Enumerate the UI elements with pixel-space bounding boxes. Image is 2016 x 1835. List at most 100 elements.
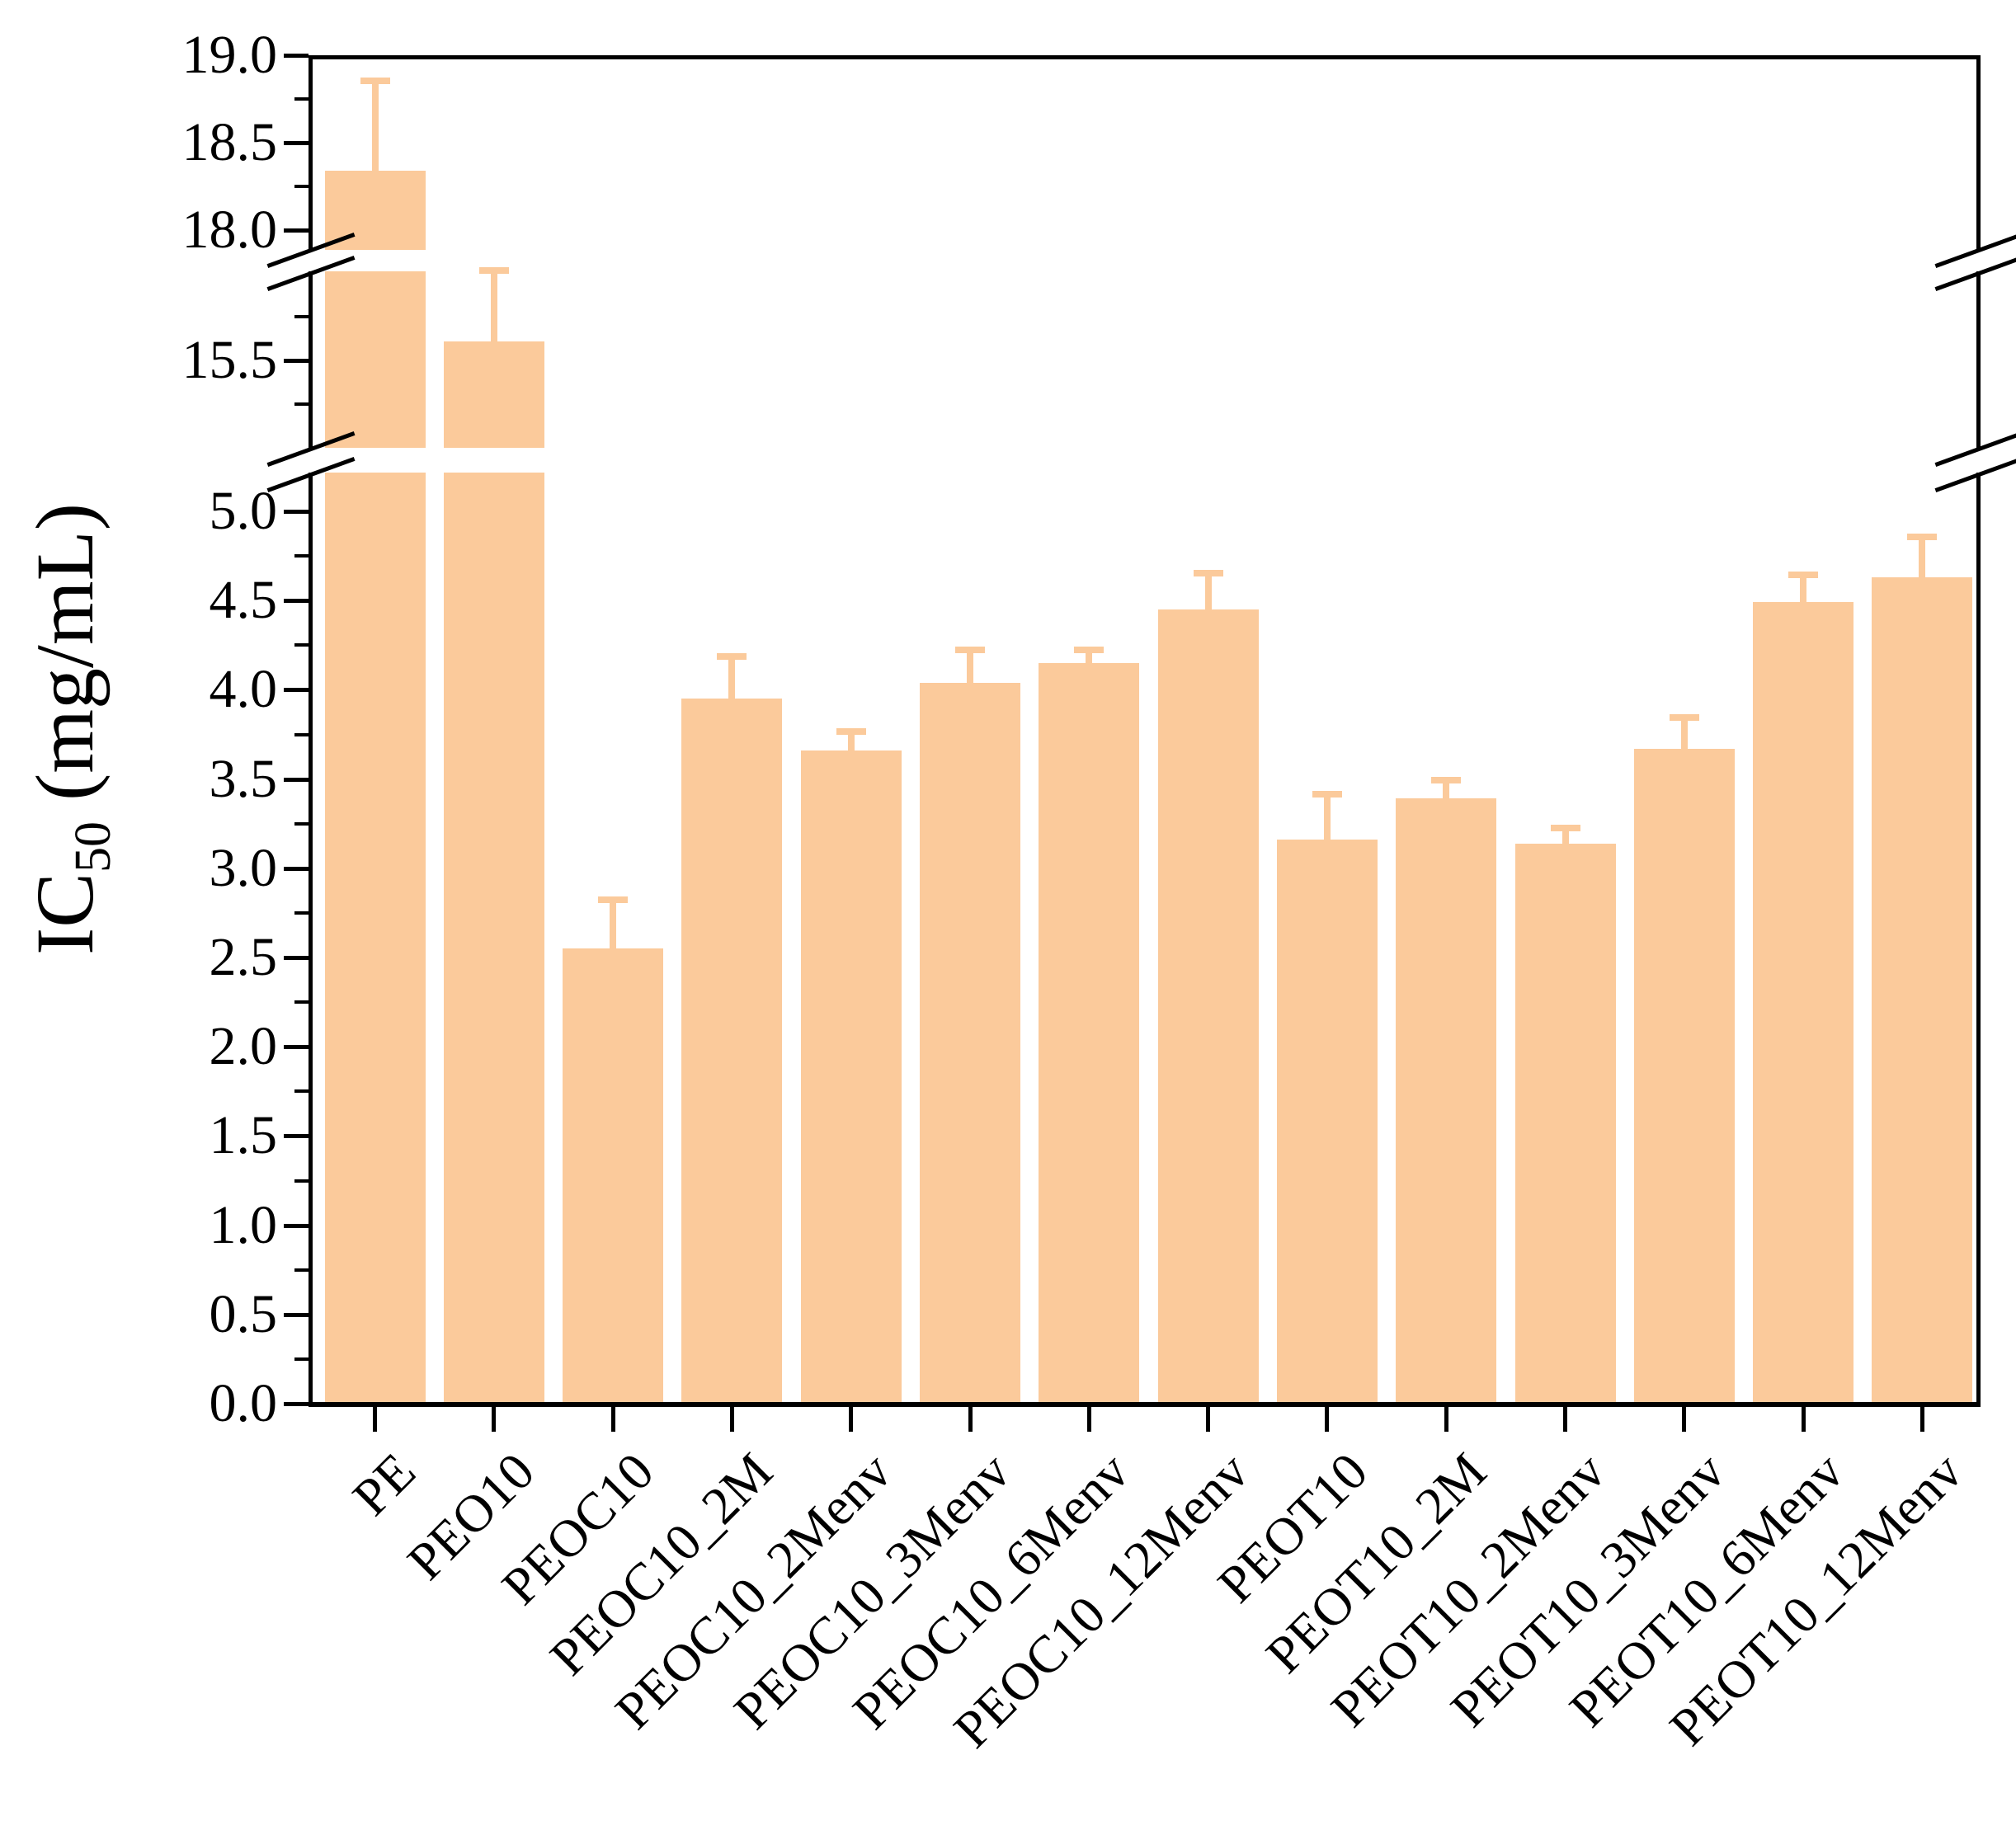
y-tick-label: 2.5 <box>209 927 278 987</box>
y-major-tick <box>284 510 309 514</box>
error-bar-stem <box>1323 793 1331 844</box>
x-tick <box>1919 1407 1924 1432</box>
bar-PEOC10_2Menv <box>800 750 902 1404</box>
y-minor-tick <box>294 97 309 101</box>
error-bar-cap <box>836 728 866 736</box>
x-tick <box>1206 1407 1211 1432</box>
y-tick-label: 5.0 <box>209 481 278 541</box>
error-bar-stem <box>1086 648 1093 666</box>
y-tick-label: 18.5 <box>181 112 278 172</box>
error-bar-stem <box>490 269 497 345</box>
y-major-tick <box>284 1402 309 1406</box>
y-tick-label: 18.0 <box>181 200 278 260</box>
y-tick-label: 4.0 <box>209 659 278 720</box>
x-axis-line <box>309 1402 1981 1407</box>
bar-PEO10 <box>443 341 544 1404</box>
error-bar-stem <box>1800 573 1807 606</box>
y-minor-tick <box>294 315 309 318</box>
y-major-tick <box>284 1045 309 1050</box>
y-major-tick <box>284 1223 309 1228</box>
y-major-tick <box>284 228 309 233</box>
plot-frame-top <box>309 55 1981 59</box>
y-axis-line-left <box>309 473 313 1402</box>
y-tick-label: 4.5 <box>209 570 278 631</box>
y-axis-line-left <box>309 55 313 250</box>
y-major-tick <box>284 599 309 604</box>
error-bar-stem <box>1204 572 1212 613</box>
y-major-tick <box>284 777 309 782</box>
y-major-tick <box>284 866 309 871</box>
bar-PEOT10_2Menv <box>1514 843 1616 1404</box>
x-tick <box>1563 1407 1567 1432</box>
error-bar-cap <box>1431 776 1462 783</box>
x-tick <box>1444 1407 1448 1432</box>
error-bar-cap <box>955 646 985 653</box>
y-tick-label: 3.0 <box>209 837 278 898</box>
x-tick <box>1325 1407 1330 1432</box>
y-tick-label: 1.5 <box>209 1105 278 1166</box>
error-bar-cap <box>1193 569 1223 576</box>
y-major-tick <box>284 359 309 363</box>
x-tick <box>1682 1407 1687 1432</box>
error-bar-stem <box>1680 716 1688 752</box>
x-tick <box>610 1407 615 1432</box>
y-tick-label: 0.0 <box>209 1373 278 1433</box>
y-minor-tick <box>294 1000 309 1005</box>
x-tick <box>1801 1407 1806 1432</box>
bar-PEOT10_12Menv <box>1872 577 1973 1404</box>
error-bar-cap <box>1788 571 1819 578</box>
y-minor-tick <box>294 1089 309 1094</box>
y-tick-label: 1.0 <box>209 1194 278 1255</box>
y-axis-line-right <box>1976 473 1981 1402</box>
y-minor-tick <box>294 554 309 558</box>
y-axis-line-left <box>309 271 313 448</box>
bar-PEOT10_6Menv <box>1753 602 1854 1404</box>
y-minor-tick <box>294 185 309 188</box>
bar-PEOC10_12Menv <box>1157 609 1259 1404</box>
y-tick-label: 19.0 <box>181 25 278 85</box>
y-minor-tick <box>294 1268 309 1272</box>
bar-PEOT10_2M <box>1396 798 1497 1404</box>
bar-PE <box>324 170 426 1404</box>
y-major-tick <box>284 1134 309 1139</box>
error-bar-stem <box>371 79 379 174</box>
y-tick-label: 2.0 <box>209 1016 278 1077</box>
y-major-tick <box>284 956 309 960</box>
y-minor-tick <box>294 732 309 736</box>
axis-break-band <box>306 250 1983 271</box>
y-major-tick <box>284 141 309 145</box>
bar-PEOC10_3Menv <box>920 682 1020 1404</box>
error-bar-cap <box>1669 713 1699 721</box>
bar-PEOC10_2M <box>681 699 783 1404</box>
error-bar-stem <box>728 656 736 703</box>
x-tick <box>373 1407 377 1432</box>
y-tick-label: 3.5 <box>209 748 278 809</box>
x-tick <box>968 1407 973 1432</box>
error-bar-cap <box>1312 790 1342 798</box>
x-tick <box>729 1407 734 1432</box>
y-major-tick <box>284 54 309 58</box>
axis-break-band <box>306 448 1983 473</box>
error-bar-cap <box>478 266 509 274</box>
error-bar-stem <box>610 898 617 953</box>
y-minor-tick <box>294 821 309 826</box>
x-tick <box>849 1407 854 1432</box>
y-minor-tick <box>294 910 309 915</box>
bar-PEOC10 <box>563 948 664 1404</box>
y-axis-line-right <box>1976 55 1981 250</box>
error-bar-stem <box>1561 827 1569 847</box>
y-minor-tick <box>294 643 309 647</box>
bar-PEOT10_3Menv <box>1633 748 1735 1404</box>
y-major-tick <box>284 688 309 693</box>
y-tick-label: 15.5 <box>181 330 278 390</box>
y-minor-tick <box>294 1357 309 1361</box>
error-bar-cap <box>1907 534 1938 541</box>
y-tick-label: 0.5 <box>209 1283 278 1344</box>
error-bar-cap <box>598 896 629 903</box>
error-bar-cap <box>360 77 390 84</box>
error-bar-cap <box>717 653 747 661</box>
y-major-tick <box>284 1312 309 1317</box>
error-bar-cap <box>1074 646 1105 653</box>
y-minor-tick <box>294 1179 309 1183</box>
